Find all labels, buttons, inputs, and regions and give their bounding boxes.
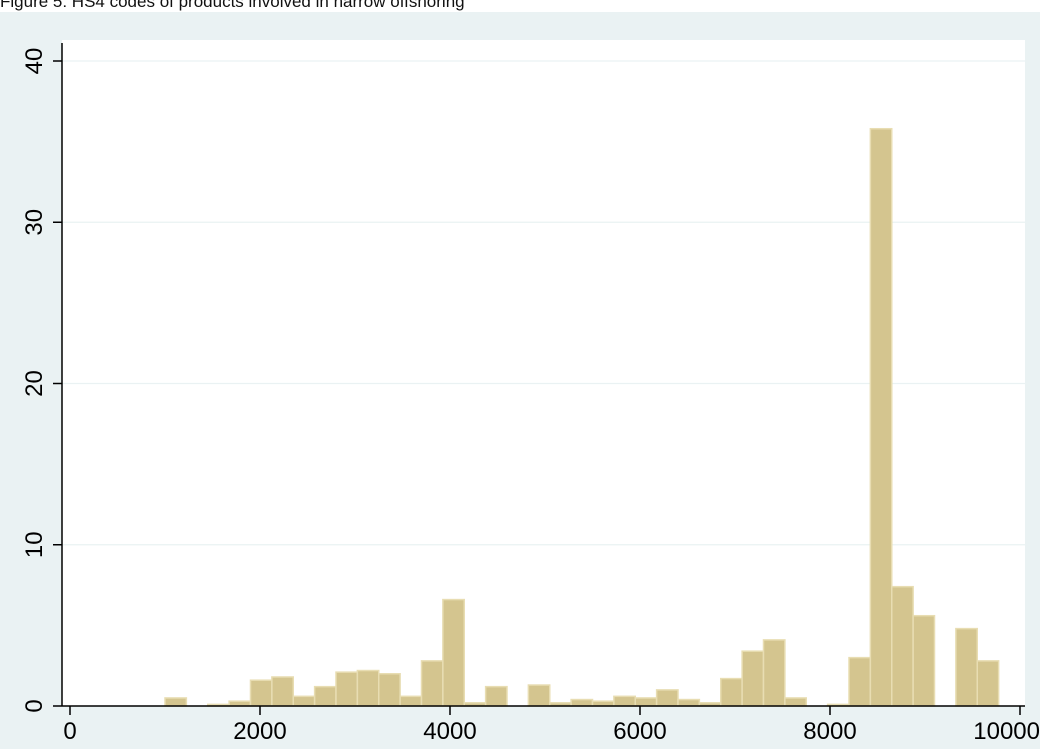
histogram-bar <box>399 695 423 707</box>
y-tick-label: 30 <box>21 209 48 236</box>
histogram-bar <box>356 669 380 707</box>
histogram-bar <box>378 673 401 707</box>
histogram-bar <box>677 698 701 707</box>
histogram-bar <box>869 127 893 707</box>
histogram-chart: 0 10 20 30 40 0 2000 4000 6000 8000 10000 <box>21 40 1040 745</box>
histogram-bar <box>292 695 316 707</box>
y-tick-label: 40 <box>21 48 48 75</box>
figure-title: Figure 5: HS4 codes of products involved… <box>0 0 465 11</box>
gridlines <box>62 60 1025 546</box>
histogram-bar <box>634 697 658 707</box>
histogram-bar <box>912 614 936 707</box>
x-tick-label: 10000 <box>973 718 1040 745</box>
histogram-bar <box>442 598 465 707</box>
y-tick-label: 10 <box>21 531 48 558</box>
x-tick-label: 8000 <box>803 718 856 745</box>
histogram-bar <box>848 656 872 707</box>
x-tick-label: 6000 <box>613 718 666 745</box>
figure-title-strip: Figure 5: HS4 codes of products involved… <box>0 0 1040 12</box>
axes: 0 10 20 30 40 0 2000 4000 6000 8000 10000 <box>21 43 1040 745</box>
histogram-bar <box>784 697 807 707</box>
histogram-bar <box>720 677 743 707</box>
plot-area <box>62 40 1025 706</box>
histogram-bar <box>484 685 508 707</box>
histogram-bar <box>335 671 359 707</box>
y-tick-label: 20 <box>21 370 48 397</box>
histogram-bar <box>164 697 188 707</box>
histogram-bar <box>271 676 294 707</box>
histogram-bar <box>249 679 273 707</box>
histogram-bar <box>527 684 551 707</box>
histogram-bar <box>741 650 765 707</box>
x-tick-label: 2000 <box>233 718 286 745</box>
histogram-bar <box>891 585 914 707</box>
histogram-bar <box>976 660 1000 707</box>
histogram-bar <box>955 627 978 707</box>
y-tick-label: 0 <box>21 699 48 712</box>
histogram-bar <box>613 695 636 707</box>
x-tick-label: 0 <box>63 718 76 745</box>
histogram-bar <box>762 639 786 707</box>
histogram-bar <box>570 698 594 707</box>
histogram-bar <box>313 685 337 707</box>
histogram-bar <box>420 660 444 707</box>
bars <box>164 127 1000 707</box>
x-tick-label: 4000 <box>423 718 476 745</box>
histogram-bar <box>655 689 679 707</box>
